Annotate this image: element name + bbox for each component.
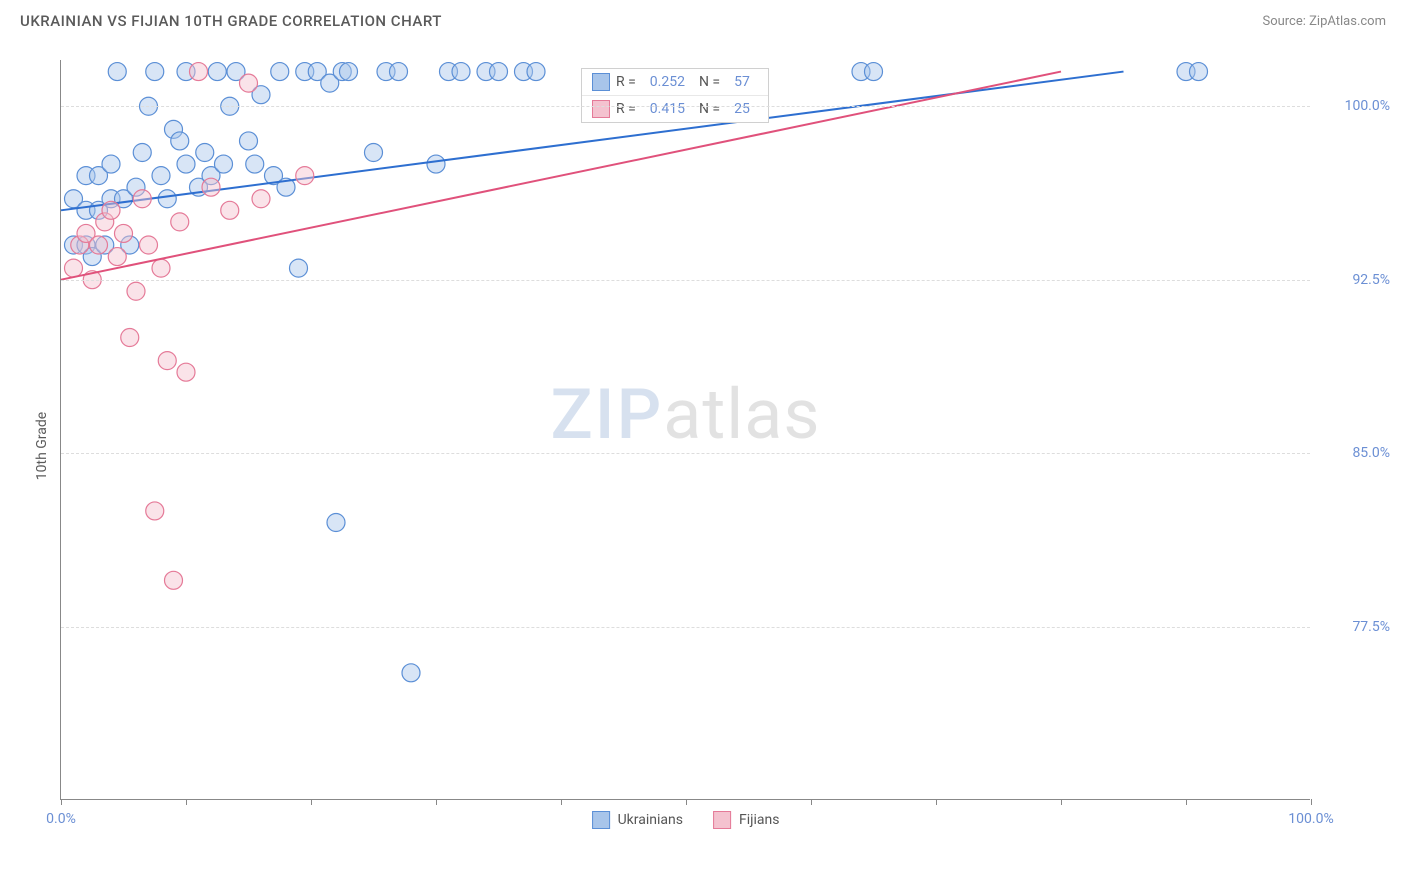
- x-tick: [311, 799, 312, 805]
- legend-r-label: R =: [616, 101, 636, 117]
- x-tick: [436, 799, 437, 805]
- data-point: [246, 155, 264, 173]
- data-point: [90, 236, 108, 254]
- data-point: [190, 63, 208, 81]
- x-tick: [936, 799, 937, 805]
- data-point: [240, 132, 258, 150]
- legend-r-value: 0.415: [650, 101, 685, 117]
- legend-series-name: Fijians: [739, 812, 779, 828]
- legend-row: R = 0.415 N = 25: [582, 96, 768, 122]
- data-point: [152, 167, 170, 185]
- data-point: [108, 63, 126, 81]
- legend-swatch: [592, 100, 610, 118]
- data-point: [177, 363, 195, 381]
- legend-r-label: R =: [616, 74, 636, 90]
- legend-series-name: Ukrainians: [618, 812, 683, 828]
- x-tick: [186, 799, 187, 805]
- data-point: [202, 178, 220, 196]
- data-point: [402, 664, 420, 682]
- data-point: [133, 190, 151, 208]
- data-point: [365, 144, 383, 162]
- plot-area: ZIPatlas R =0.252N =57R =0.415N =25 Ukra…: [60, 60, 1310, 800]
- data-point: [290, 259, 308, 277]
- data-point: [196, 144, 214, 162]
- scatter-plot-svg: [61, 60, 1310, 799]
- chart-title: UKRAINIAN VS FIJIAN 10TH GRADE CORRELATI…: [20, 12, 442, 30]
- data-point: [146, 63, 164, 81]
- data-point: [102, 201, 120, 219]
- x-tick: [561, 799, 562, 805]
- legend-swatch: [713, 811, 731, 829]
- data-point: [65, 259, 83, 277]
- data-point: [252, 190, 270, 208]
- x-tick: [61, 799, 62, 805]
- x-tick: [1186, 799, 1187, 805]
- legend-swatch: [592, 73, 610, 91]
- data-point: [158, 190, 176, 208]
- data-point: [108, 248, 126, 266]
- y-tick-label: 92.5%: [1320, 272, 1390, 288]
- x-tick-label: 0.0%: [46, 811, 76, 827]
- legend-swatch: [592, 811, 610, 829]
- legend-item: Fijians: [713, 811, 779, 829]
- data-point: [177, 155, 195, 173]
- data-point: [490, 63, 508, 81]
- gridline: [61, 453, 1310, 454]
- data-point: [115, 224, 133, 242]
- x-tick: [686, 799, 687, 805]
- y-tick-label: 85.0%: [1320, 445, 1390, 461]
- x-tick: [1311, 799, 1312, 805]
- data-point: [127, 282, 145, 300]
- data-point: [221, 201, 239, 219]
- gridline: [61, 627, 1310, 628]
- source-attribution: Source: ZipAtlas.com: [1262, 14, 1386, 29]
- legend-n-value: 57: [734, 74, 750, 90]
- correlation-legend: R = 0.252 N = 57 R = 0.415 N = 25: [581, 68, 769, 123]
- y-tick-label: 100.0%: [1320, 98, 1390, 114]
- data-point: [215, 155, 233, 173]
- data-point: [340, 63, 358, 81]
- data-point: [865, 63, 883, 81]
- legend-r-value: 0.252: [650, 74, 685, 90]
- data-point: [171, 213, 189, 231]
- x-tick: [811, 799, 812, 805]
- data-point: [165, 571, 183, 589]
- data-point: [327, 514, 345, 532]
- data-point: [452, 63, 470, 81]
- data-point: [146, 502, 164, 520]
- gridline: [61, 280, 1310, 281]
- data-point: [1190, 63, 1208, 81]
- data-point: [121, 329, 139, 347]
- y-axis-label: 10th Grade: [34, 412, 50, 480]
- data-point: [140, 236, 158, 254]
- data-point: [390, 63, 408, 81]
- x-tick-label: 100.0%: [1288, 811, 1333, 827]
- legend-n-value: 25: [734, 101, 750, 117]
- x-tick: [1061, 799, 1062, 805]
- chart-container: ZIPatlas R =0.252N =57R =0.415N =25 Ukra…: [50, 50, 1390, 840]
- legend-item: Ukrainians: [592, 811, 683, 829]
- gridline: [61, 106, 1310, 107]
- legend-row: R = 0.252 N = 57: [582, 69, 768, 96]
- data-point: [240, 74, 258, 92]
- series-legend: Ukrainians Fijians: [592, 811, 780, 829]
- data-point: [102, 155, 120, 173]
- data-point: [133, 144, 151, 162]
- data-point: [171, 132, 189, 150]
- data-point: [271, 63, 289, 81]
- data-point: [527, 63, 545, 81]
- data-point: [158, 352, 176, 370]
- data-point: [208, 63, 226, 81]
- legend-n-label: N =: [699, 101, 720, 117]
- data-point: [296, 167, 314, 185]
- y-tick-label: 77.5%: [1320, 619, 1390, 635]
- data-point: [427, 155, 445, 173]
- data-point: [152, 259, 170, 277]
- legend-n-label: N =: [699, 74, 720, 90]
